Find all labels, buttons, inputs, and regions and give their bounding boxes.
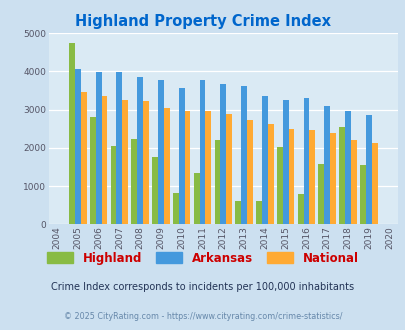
- Bar: [339, 127, 344, 224]
- Bar: [214, 140, 220, 224]
- Bar: [75, 69, 81, 224]
- Bar: [173, 193, 178, 224]
- Text: Highland Property Crime Index: Highland Property Crime Index: [75, 14, 330, 29]
- Bar: [297, 194, 303, 224]
- Bar: [116, 72, 122, 224]
- Bar: [137, 78, 143, 224]
- Bar: [152, 157, 158, 224]
- Bar: [90, 117, 96, 224]
- Text: Crime Index corresponds to incidents per 100,000 inhabitants: Crime Index corresponds to incidents per…: [51, 282, 354, 292]
- Bar: [282, 100, 288, 224]
- Bar: [256, 201, 261, 224]
- Bar: [371, 143, 377, 224]
- Bar: [329, 133, 335, 224]
- Text: © 2025 CityRating.com - https://www.cityrating.com/crime-statistics/: © 2025 CityRating.com - https://www.city…: [64, 312, 341, 321]
- Bar: [359, 165, 365, 224]
- Bar: [246, 120, 252, 224]
- Bar: [122, 100, 128, 224]
- Bar: [178, 88, 184, 224]
- Bar: [241, 86, 246, 224]
- Bar: [81, 92, 86, 224]
- Bar: [158, 80, 164, 224]
- Bar: [226, 114, 231, 224]
- Bar: [276, 147, 282, 224]
- Bar: [184, 111, 190, 224]
- Bar: [199, 80, 205, 224]
- Bar: [261, 96, 267, 224]
- Bar: [309, 130, 314, 224]
- Bar: [365, 115, 371, 224]
- Bar: [318, 164, 324, 224]
- Bar: [344, 112, 350, 224]
- Bar: [288, 129, 294, 224]
- Bar: [350, 140, 356, 224]
- Bar: [143, 101, 149, 224]
- Bar: [235, 201, 241, 224]
- Legend: Highland, Arkansas, National: Highland, Arkansas, National: [43, 247, 362, 269]
- Bar: [205, 112, 211, 224]
- Bar: [131, 139, 137, 224]
- Bar: [69, 43, 75, 224]
- Bar: [220, 84, 226, 224]
- Bar: [101, 96, 107, 224]
- Bar: [267, 124, 273, 224]
- Bar: [193, 173, 199, 224]
- Bar: [303, 98, 309, 224]
- Bar: [96, 72, 101, 224]
- Bar: [111, 146, 116, 224]
- Bar: [164, 108, 169, 224]
- Bar: [324, 106, 329, 224]
